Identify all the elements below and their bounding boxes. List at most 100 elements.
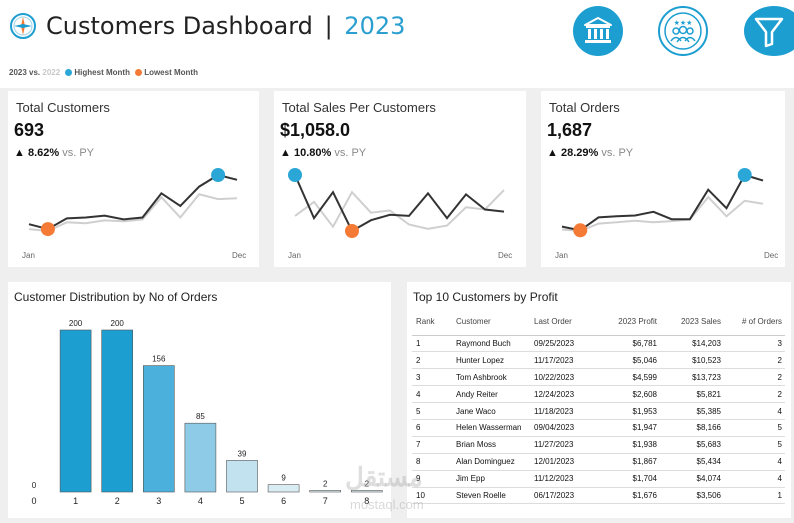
legend-lowest-label: Lowest Month (144, 68, 198, 77)
table-row[interactable]: 6 Helen Wasserman 09/04/2023 $1,947 $8,166 5 (412, 419, 785, 437)
x-tick-label: 3 (156, 496, 161, 506)
column-header-last-order[interactable]: Last Order (530, 309, 596, 336)
bar-1 (59, 329, 92, 493)
bar-value-label: 39 (238, 449, 247, 458)
bar-6 (267, 484, 300, 493)
table-row[interactable]: 5 Jane Waco 11/18/2023 $1,953 $5,385 4 (412, 402, 785, 420)
kpi-sparkline[interactable] (541, 163, 785, 251)
kpi-card-total-customers: Total Customers 693 ▲ 8.62% vs. PY Jan D… (8, 91, 259, 267)
axis-end-label: Dec (232, 251, 247, 260)
bar-value-label: 9 (281, 474, 286, 483)
cell-profit: $1,867 (596, 453, 660, 471)
cell-profit: $1,947 (596, 419, 660, 437)
kpi-title: Total Sales Per Customers (282, 100, 436, 115)
axis-end-label: Dec (498, 251, 513, 260)
table-row[interactable]: 4 Andy Reiter 12/24/2023 $2,608 $5,821 2 (412, 385, 785, 404)
bar-value-label: 200 (69, 319, 83, 328)
watermark-latin: mostaql.com (350, 497, 424, 512)
table-row[interactable]: 9 Jim Epp 11/12/2023 $1,704 $4,074 4 (412, 470, 785, 488)
legend-highest-dot (65, 69, 73, 76)
table-row[interactable]: 1 Raymond Buch 09/25/2023 $6,781 $14,203 3 (412, 335, 785, 353)
column-header-orders[interactable]: # of Orders (724, 309, 785, 336)
distribution-bar-chart[interactable]: 0 0 200 1 200 2 156 3 85 4 39 5 9 6 2 7 2 8 (8, 282, 391, 518)
up-arrow-icon: ▲ (280, 147, 291, 159)
table-row[interactable]: 3 Tom Ashbrook 10/22/2023 $4,599 $13,723 2 (412, 368, 785, 387)
cell-orders: 5 (724, 436, 785, 454)
page-title: Customers Dashboard | 2023 (46, 12, 405, 40)
kpi-sparkline[interactable] (8, 163, 259, 251)
kpi-value: 693 (14, 120, 45, 140)
filter-icon[interactable] (744, 6, 794, 56)
x-tick-label: 7 (323, 496, 328, 506)
cell-customer: Tom Ashbrook (446, 368, 530, 387)
lowest-month-marker (345, 224, 359, 238)
top-customers-table: Rank Customer Last Order 2023 Profit 202… (412, 309, 785, 505)
cell-sales: $14,203 (660, 335, 724, 353)
cell-sales: $5,434 (660, 453, 724, 471)
top-customers-panel: Top 10 Customers by Profit Rank Customer… (407, 282, 791, 518)
bar-value-label: 2 (323, 479, 328, 488)
compass-icon (10, 13, 36, 39)
column-header-profit[interactable]: 2023 Profit (596, 309, 660, 336)
highest-month-marker (211, 168, 226, 182)
watermark-arabic: مستقل (345, 462, 423, 492)
kpi-change-pct: 8.62% (27, 147, 60, 159)
column-header-sales[interactable]: 2023 Sales (660, 309, 724, 336)
cell-customer: Steven Roelle (446, 487, 530, 505)
top-customers-title: Top 10 Customers by Profit (413, 290, 558, 304)
cell-last-order: 11/12/2023 (530, 470, 596, 488)
previous-year-line (294, 189, 505, 230)
highest-month-marker (288, 168, 302, 182)
table-row[interactable]: 10 Steven Roelle 06/17/2023 $1,676 $3,506 1 (412, 487, 785, 505)
x-tick-label: 8 (364, 496, 369, 506)
cell-orders: 4 (724, 453, 785, 471)
kpi-change-vs: vs. PY (62, 147, 95, 159)
bar-8 (350, 490, 383, 493)
title-year: 2023 (344, 12, 406, 40)
cell-profit: $1,704 (596, 470, 660, 488)
cell-sales: $13,723 (660, 368, 724, 387)
kpi-card-total-orders: Total Orders 1,687 ▲ 28.29% vs. PY Jan D… (541, 91, 785, 267)
cell-rank: 4 (412, 385, 446, 404)
cell-last-order: 06/17/2023 (530, 487, 596, 505)
up-arrow-icon: ▲ (547, 147, 558, 159)
cell-sales: $4,074 (660, 470, 724, 488)
people-rating-icon[interactable]: ★★★ (658, 6, 708, 56)
x-tick-label: 5 (239, 496, 244, 506)
chart-legend: 2023 vs. 2022 Highest Month Lowest Month (9, 68, 198, 77)
cell-profit: $1,953 (596, 402, 660, 420)
kpi-sparkline[interactable] (274, 163, 526, 251)
title-separator: | (324, 12, 333, 40)
column-header-rank[interactable]: Rank (412, 309, 446, 336)
current-year-line (28, 173, 238, 231)
legend-highest-label: Highest Month (74, 68, 130, 77)
cell-customer: Jane Waco (446, 402, 530, 420)
cell-sales: $5,683 (660, 436, 724, 454)
bar-value-label: 156 (152, 355, 166, 364)
cell-rank: 5 (412, 402, 446, 420)
x-tick-label: 6 (281, 496, 286, 506)
table-row[interactable]: 2 Hunter Lopez 11/17/2023 $5,046 $10,523 2 (412, 351, 785, 370)
kpi-title: Total Orders (549, 100, 620, 115)
cell-last-order: 12/24/2023 (530, 385, 596, 404)
table-row[interactable]: 7 Brian Moss 11/27/2023 $1,938 $5,683 5 (412, 436, 785, 454)
column-header-customer[interactable]: Customer (446, 309, 530, 336)
kpi-change-vs: vs. PY (601, 147, 634, 159)
cell-last-order: 09/04/2023 (530, 419, 596, 437)
highest-month-marker (737, 168, 752, 182)
cell-rank: 10 (412, 487, 446, 505)
cell-last-order: 10/22/2023 (530, 368, 596, 387)
bar-value-label: 200 (111, 319, 125, 328)
cell-sales: $5,821 (660, 385, 724, 404)
cell-orders: 4 (724, 402, 785, 420)
bar-value-label: 2 (365, 479, 370, 488)
x-tick-label: 0 (31, 496, 36, 506)
bar-5 (226, 460, 258, 493)
previous-year-line (28, 193, 238, 233)
table-row[interactable]: 8 Alan Dominguez 12/01/2023 $1,867 $5,434 4 (412, 453, 785, 471)
axis-end-label: Dec (764, 251, 779, 260)
bank-icon[interactable] (573, 6, 623, 56)
cell-profit: $2,608 (596, 385, 660, 404)
kpi-change: ▲ 28.29% vs. PY (547, 147, 633, 159)
